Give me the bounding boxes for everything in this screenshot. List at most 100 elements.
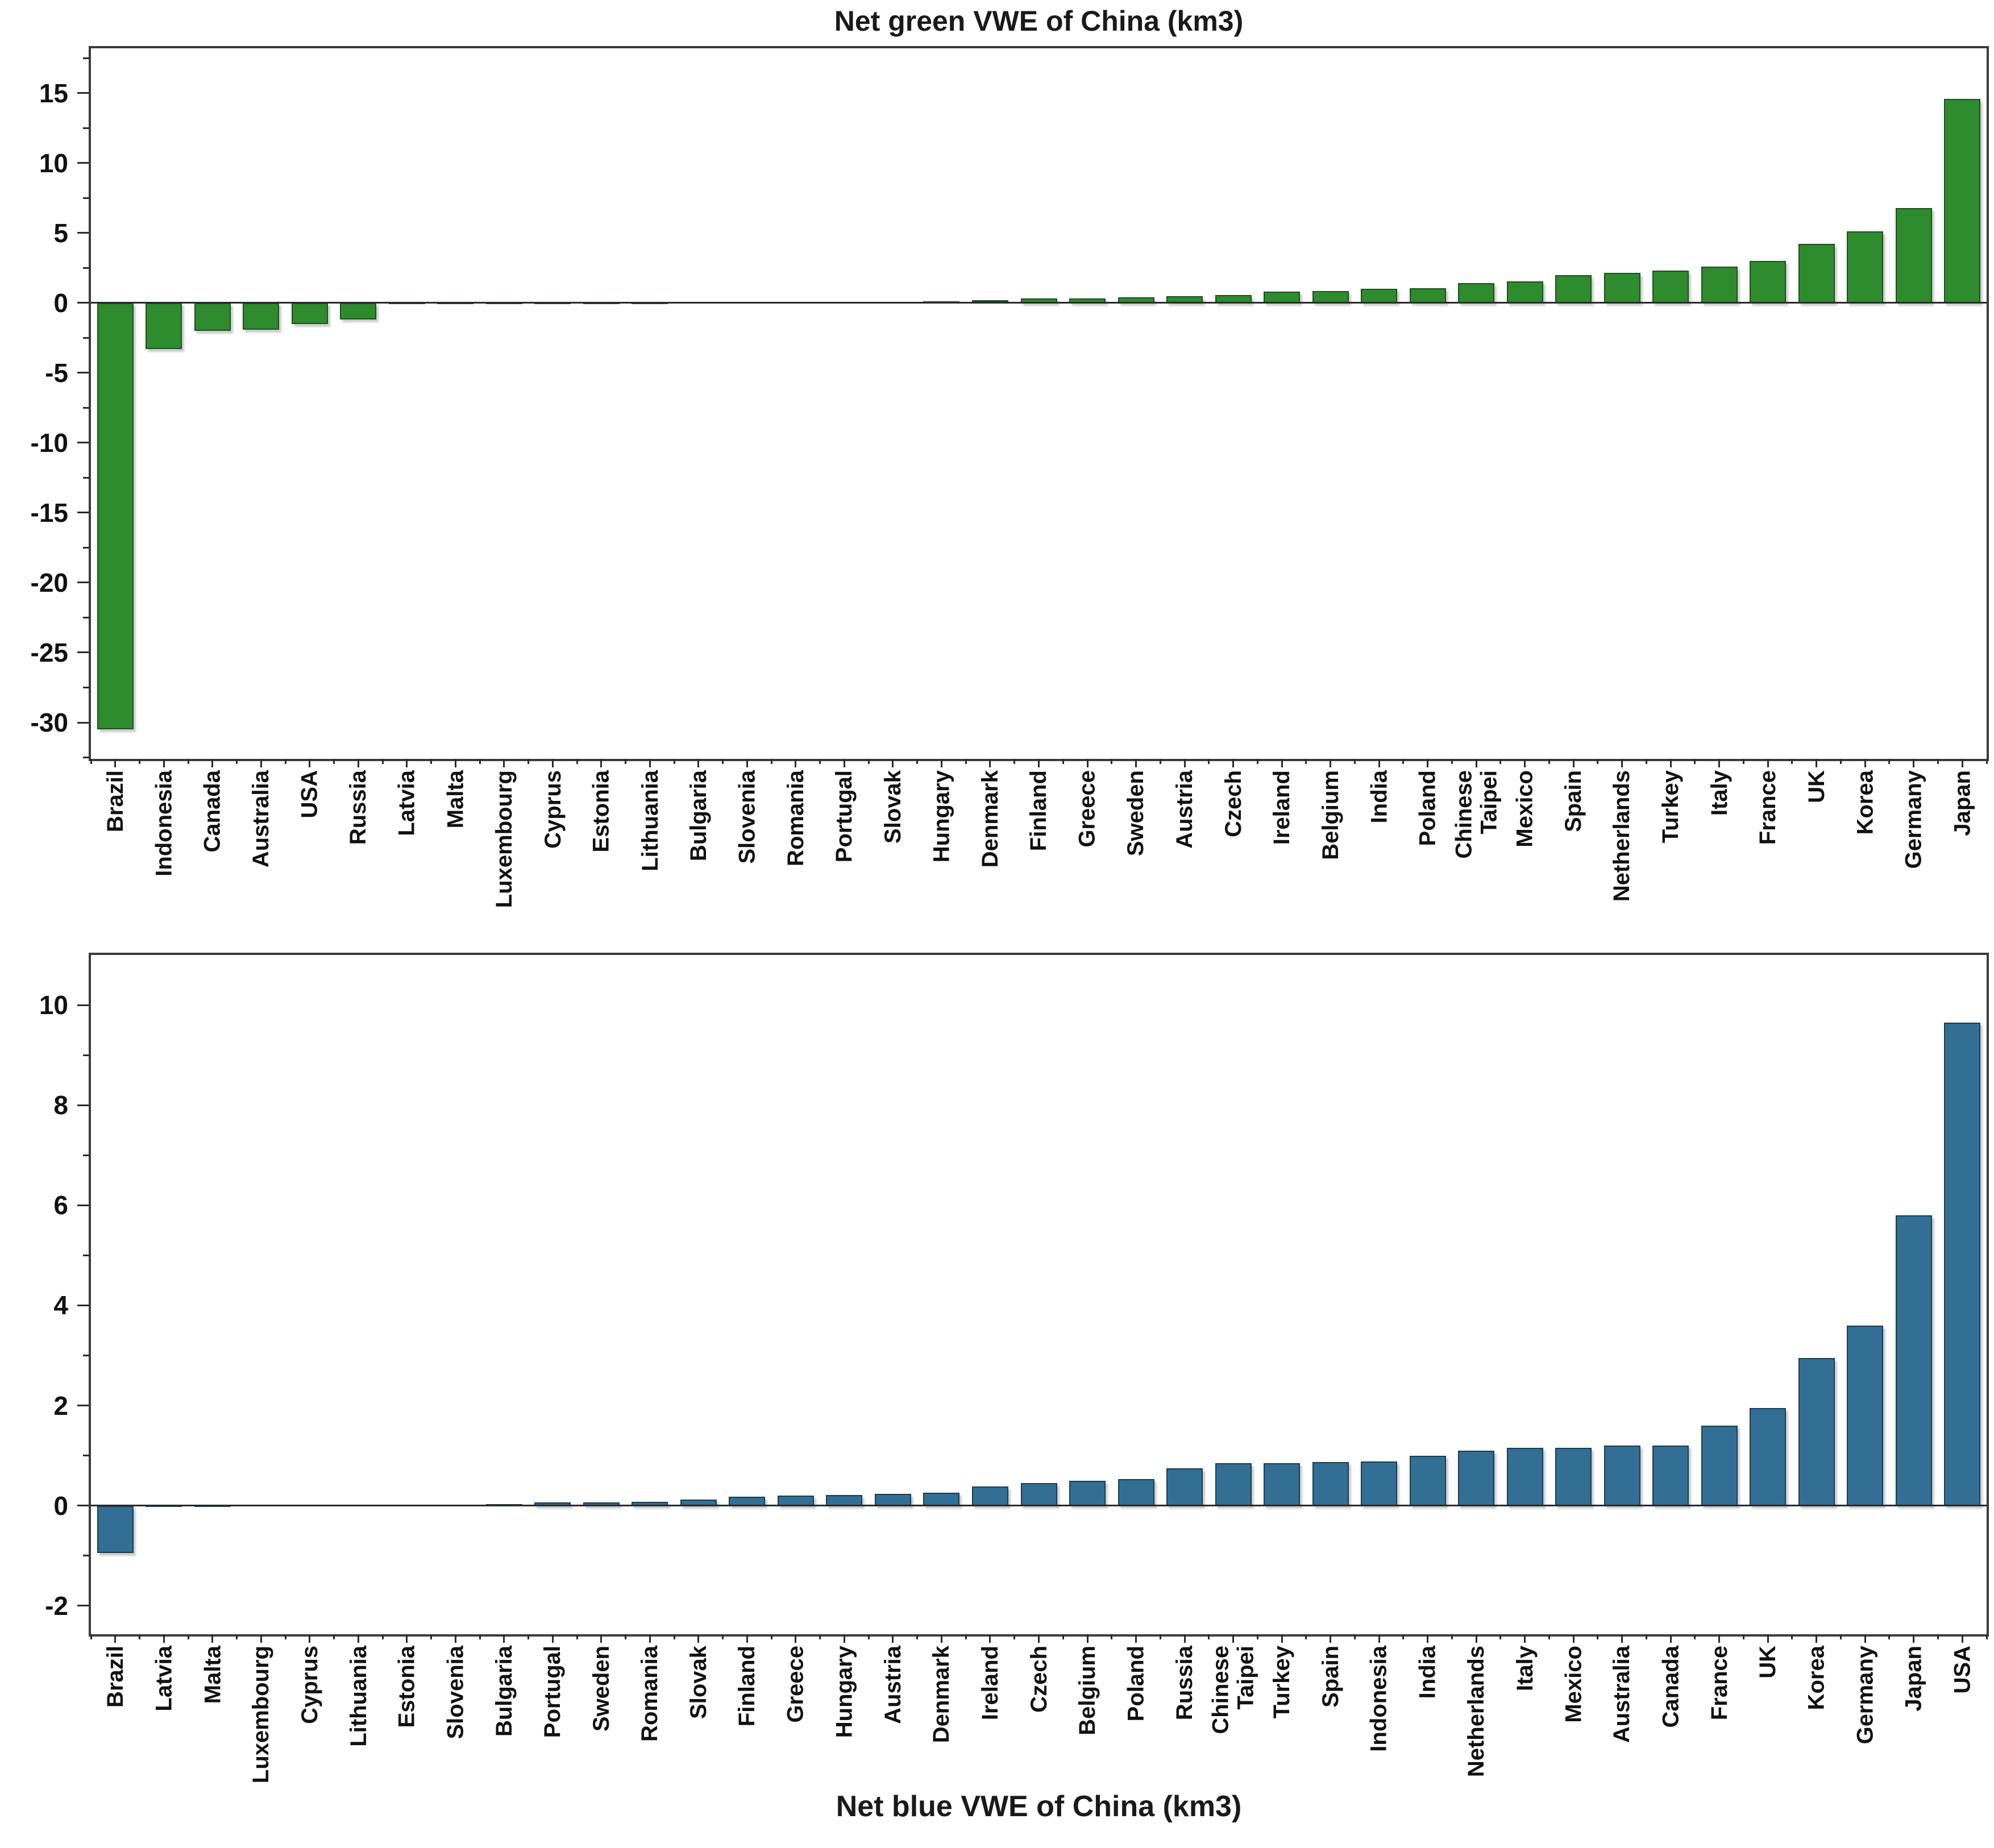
x-tick [1378,1634,1380,1643]
x-minor-tick [916,759,919,764]
y-minor-tick [83,337,89,339]
bar [1847,231,1884,303]
x-tick [1281,1634,1283,1643]
bar [1409,1455,1446,1506]
y-minor-tick [83,1054,89,1056]
x-category-label: Sweden [1123,770,1149,857]
bar [243,302,280,330]
x-tick [1524,759,1526,767]
bar [1361,1461,1398,1506]
bar [1652,1446,1689,1506]
x-category-label: Ireland [1269,770,1295,845]
bar [1215,1463,1252,1506]
bar [1798,244,1835,303]
y-tick [77,721,89,724]
x-minor-tick [1013,1634,1016,1639]
x-minor-tick [1451,759,1453,764]
x-minor-tick [722,1634,724,1639]
green-chart-title: Net green VWE of China (km3) [834,5,1244,37]
x-minor-tick [1694,1634,1696,1639]
x-category-label: Russia [346,770,371,845]
zero-line [91,1505,1987,1507]
bar [874,1494,911,1506]
bar [1701,1425,1738,1506]
x-minor-tick [1256,1634,1258,1639]
x-tick [1086,759,1089,767]
x-category-label: France [1755,770,1781,845]
x-tick [746,759,748,767]
x-minor-tick [1548,1634,1550,1639]
x-tick [211,759,214,767]
y-tick [77,92,89,94]
y-tick-label: 6 [53,1190,68,1220]
x-minor-tick [187,759,189,764]
x-category-label: Mexico [1561,1646,1586,1723]
x-tick [1572,759,1575,767]
x-minor-tick [1111,759,1113,764]
bar [1944,1022,1981,1506]
x-minor-tick [1694,759,1696,764]
y-tick [77,1204,89,1206]
x-category-label: UK [1755,1646,1781,1679]
x-minor-tick [965,759,967,764]
x-minor-tick [1451,1634,1453,1639]
y-minor-tick [83,1555,89,1557]
x-category-label: Australia [1609,1646,1635,1743]
x-category-label: Finland [734,1646,760,1727]
x-tick [1183,759,1186,767]
x-category-label: Luxembourg [491,770,517,908]
x-minor-tick [1791,759,1793,764]
x-tick [1330,759,1332,767]
x-minor-tick [673,1634,675,1639]
bar [1409,288,1446,303]
x-category-label: Russia [1172,1646,1198,1721]
x-minor-tick [236,1634,238,1639]
x-minor-tick [916,1634,919,1639]
bar [1895,1215,1932,1506]
x-tick [1232,1634,1235,1643]
x-category-label: Ireland [978,1646,1003,1721]
x-minor-tick [284,1634,286,1639]
y-tick [77,1004,89,1006]
x-tick [892,1634,894,1643]
x-minor-tick [1888,759,1891,764]
x-minor-tick [430,759,433,764]
bar [1458,283,1495,303]
x-tick [989,1634,991,1643]
x-tick [114,1634,117,1643]
x-minor-tick [1208,759,1210,764]
x-minor-tick [430,1634,433,1639]
x-minor-tick [1888,1634,1891,1639]
x-category-label: Canada [200,770,225,853]
x-category-label: Australia [248,770,274,868]
x-tick [795,1634,797,1643]
x-minor-tick [1159,759,1161,764]
x-category-label: Indonesia [1366,1646,1392,1752]
x-category-label: Poland [1415,770,1440,846]
x-tick [1816,1634,1818,1643]
y-minor-tick [83,57,89,59]
x-minor-tick [1985,1634,1988,1639]
x-tick [1718,759,1721,767]
x-tick [697,1634,700,1643]
x-category-label: Japan [1950,770,1975,836]
x-tick [260,759,262,767]
y-minor-tick [83,476,89,479]
x-tick [795,759,797,767]
x-tick [1913,759,1915,767]
bar [1264,292,1301,303]
bar [777,1496,814,1506]
x-category-label: Germany [1901,770,1926,869]
x-minor-tick [139,759,140,764]
x-tick [1621,1634,1623,1643]
y-minor-tick [83,406,89,409]
bar [923,301,960,303]
x-minor-tick [1499,759,1502,764]
x-category-label: Belgium [1318,770,1343,860]
bar [1750,261,1787,303]
x-category-label: Germany [1852,1646,1878,1745]
x-category-label: Romania [637,1646,663,1742]
x-category-label: Portugal [540,1646,566,1738]
bar [97,302,134,730]
y-tick-label: -10 [30,427,68,458]
